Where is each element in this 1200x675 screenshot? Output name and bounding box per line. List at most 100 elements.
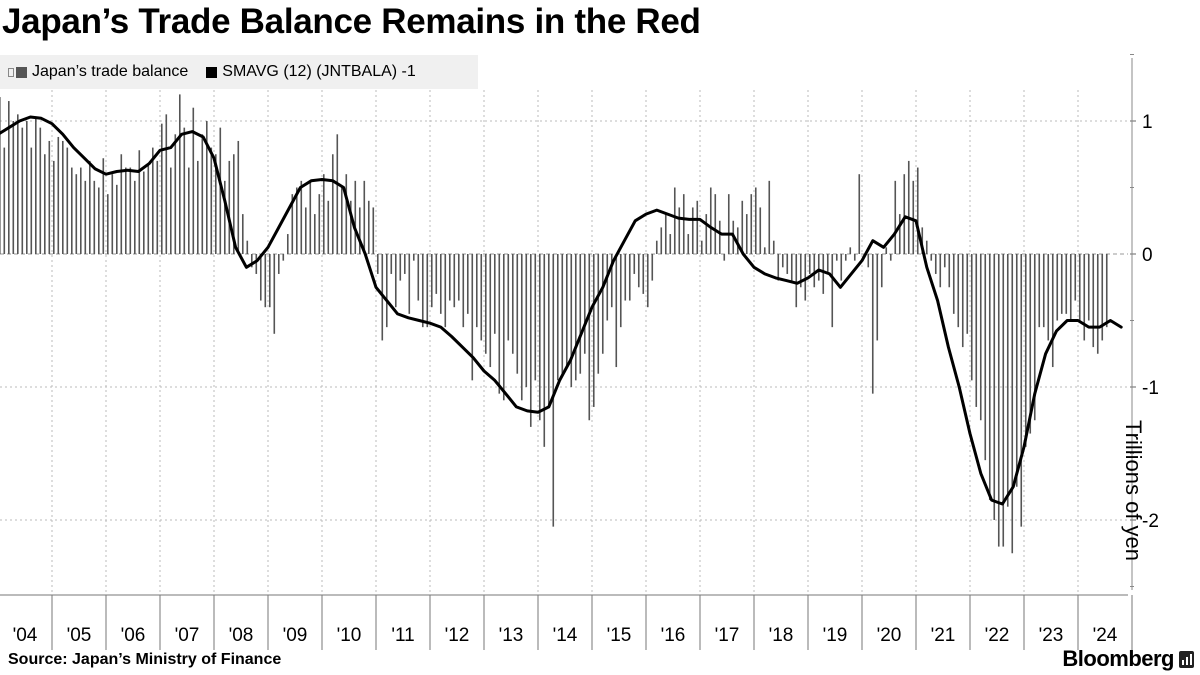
bar [430, 254, 433, 308]
bar [295, 187, 298, 254]
bar [453, 254, 456, 308]
legend-item-smavg[interactable]: SMAVG (12) (JNTBALA) -1 [206, 63, 416, 81]
legend-swatch-line [206, 66, 218, 78]
bar [169, 167, 172, 254]
bar [912, 180, 915, 254]
bar [3, 147, 6, 254]
bar [435, 254, 438, 294]
bar [651, 254, 654, 281]
bar [354, 180, 357, 254]
legend-handle-icon[interactable] [8, 67, 14, 77]
bar [718, 220, 721, 254]
bar [1078, 254, 1081, 321]
bar [525, 254, 528, 387]
bar [75, 174, 78, 254]
bar [313, 214, 316, 254]
bar [723, 254, 726, 261]
bar [138, 150, 141, 254]
bar [637, 254, 640, 288]
bar [214, 154, 217, 254]
bar [403, 254, 406, 274]
bar [804, 254, 807, 301]
bar [885, 247, 888, 254]
bar [916, 167, 919, 254]
bar [898, 214, 901, 254]
bar [673, 187, 676, 254]
bar [655, 240, 658, 254]
bar [417, 254, 420, 301]
x-tick-label: '17 [715, 625, 740, 646]
bar [448, 254, 451, 301]
bar [552, 254, 555, 527]
bar [714, 194, 717, 254]
bar [700, 240, 703, 254]
bar [646, 254, 649, 308]
bar [237, 140, 240, 254]
x-tick-label: '20 [877, 625, 902, 646]
bar [777, 254, 780, 281]
bar [250, 254, 253, 268]
legend-item-trade-balance[interactable]: Japan’s trade balance [16, 63, 188, 81]
bar [142, 171, 145, 254]
bar [574, 254, 577, 381]
bar [507, 254, 510, 341]
bar [903, 174, 906, 254]
bar [25, 121, 28, 254]
bar [763, 247, 766, 254]
bar [331, 154, 334, 254]
bar [768, 180, 771, 254]
bar [754, 187, 757, 254]
bar [111, 174, 114, 254]
bar [66, 147, 69, 254]
bar [115, 184, 118, 254]
bar [709, 187, 712, 254]
brand-terminal-icon [1179, 651, 1194, 668]
bar [52, 160, 55, 254]
bar [948, 254, 951, 288]
bar [1002, 254, 1005, 547]
bar [336, 134, 339, 254]
bar [579, 254, 582, 374]
bar [304, 207, 307, 254]
bar [678, 207, 681, 254]
bar [975, 254, 978, 407]
bar [849, 247, 852, 254]
bar [300, 180, 303, 254]
bar [529, 254, 532, 427]
bar [993, 254, 996, 520]
bar [565, 254, 568, 368]
bar [1042, 254, 1045, 328]
bar [444, 254, 447, 328]
bar [363, 180, 366, 254]
bar [484, 254, 487, 354]
bar [691, 207, 694, 254]
bar [795, 254, 798, 308]
bar [228, 160, 231, 254]
x-tick-label: '18 [769, 625, 794, 646]
x-tick-label: '23 [1039, 625, 1064, 646]
bar [840, 254, 843, 281]
bar [160, 123, 163, 254]
bar [210, 147, 213, 254]
bar [322, 174, 325, 254]
y-tick-label: 1 [1142, 112, 1153, 133]
bar [822, 254, 825, 294]
bar [421, 254, 424, 328]
bar [7, 101, 10, 254]
bar [520, 254, 523, 401]
bar [1051, 254, 1054, 368]
bar [561, 254, 564, 374]
bar [21, 127, 24, 254]
x-tick-label: '16 [661, 625, 686, 646]
bar [543, 254, 546, 447]
y-tick-label: -1 [1142, 378, 1159, 399]
bar [282, 254, 285, 261]
bar [1065, 254, 1068, 314]
bar [376, 254, 379, 274]
bar [367, 200, 370, 254]
legend-swatch-bar [16, 66, 27, 78]
bar [781, 254, 784, 268]
bar [727, 194, 730, 254]
bar [34, 118, 37, 254]
bar [930, 254, 933, 261]
